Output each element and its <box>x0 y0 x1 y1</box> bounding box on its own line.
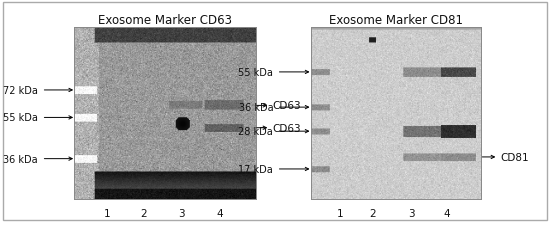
Text: CD63: CD63 <box>272 101 301 111</box>
Text: 72 kDa: 72 kDa <box>3 86 38 96</box>
Text: 3: 3 <box>178 209 185 218</box>
Text: 36 kDa: 36 kDa <box>3 154 38 164</box>
Text: 4: 4 <box>216 209 223 218</box>
Text: 17 kDa: 17 kDa <box>239 164 273 174</box>
Text: 36 kDa: 36 kDa <box>239 103 273 113</box>
Text: 28 kDa: 28 kDa <box>239 127 273 137</box>
Title: Exosome Marker CD81: Exosome Marker CD81 <box>329 14 463 27</box>
Text: CD63: CD63 <box>272 123 301 133</box>
Text: CD81: CD81 <box>500 152 529 162</box>
Text: 1: 1 <box>337 209 343 218</box>
Text: 55 kDa: 55 kDa <box>238 68 273 78</box>
Text: 3: 3 <box>408 209 415 218</box>
Text: 55 kDa: 55 kDa <box>3 113 38 123</box>
Text: 4: 4 <box>444 209 450 218</box>
Text: 1: 1 <box>103 209 110 218</box>
Text: 2: 2 <box>140 209 146 218</box>
Text: 2: 2 <box>369 209 376 218</box>
Title: Exosome Marker CD63: Exosome Marker CD63 <box>98 14 232 27</box>
